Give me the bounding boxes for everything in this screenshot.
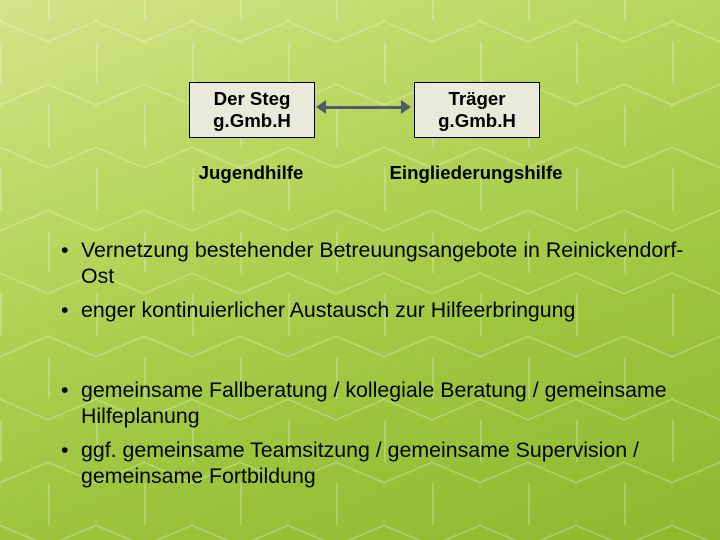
box-right-line1: Träger <box>415 88 539 110</box>
bullet-block-1: Vernetzung bestehender Betreuungsangebot… <box>55 237 690 331</box>
arrow-head-right <box>401 100 411 114</box>
hex-cell <box>0 525 96 540</box>
hex-cell <box>96 525 192 540</box>
box-left-caption: Jugendhilfe <box>189 162 313 184</box>
box-left-line1: Der Steg <box>190 88 314 110</box>
box-left-line2: g.Gmb.H <box>190 110 314 132</box>
bullet-item: enger kontinuierlicher Austausch zur Hil… <box>55 297 690 323</box>
box-left: Der Steg g.Gmb.H <box>189 82 315 138</box>
slide: Der Steg g.Gmb.H Jugendhilfe Träger g.Gm… <box>0 0 720 540</box>
bullet-item: Vernetzung bestehender Betreuungsangebot… <box>55 237 690 289</box>
hex-cell <box>576 525 672 540</box>
hex-cell <box>384 525 480 540</box>
box-right-caption: Eingliederungshilfe <box>374 162 578 184</box>
arrow-shaft <box>326 106 401 109</box>
hex-cell <box>672 525 720 540</box>
hex-cell <box>288 525 384 540</box>
arrow-head-left <box>316 100 326 114</box>
bullet-item: gemeinsame Fallberatung / kollegiale Ber… <box>55 377 690 429</box>
box-right: Träger g.Gmb.H <box>414 82 540 138</box>
hex-cell <box>192 525 288 540</box>
bullet-block-2: gemeinsame Fallberatung / kollegiale Ber… <box>55 377 690 497</box>
box-right-line2: g.Gmb.H <box>415 110 539 132</box>
bullet-item: ggf. gemeinsame Teamsitzung / gemeinsame… <box>55 437 690 489</box>
hex-cell <box>480 525 576 540</box>
